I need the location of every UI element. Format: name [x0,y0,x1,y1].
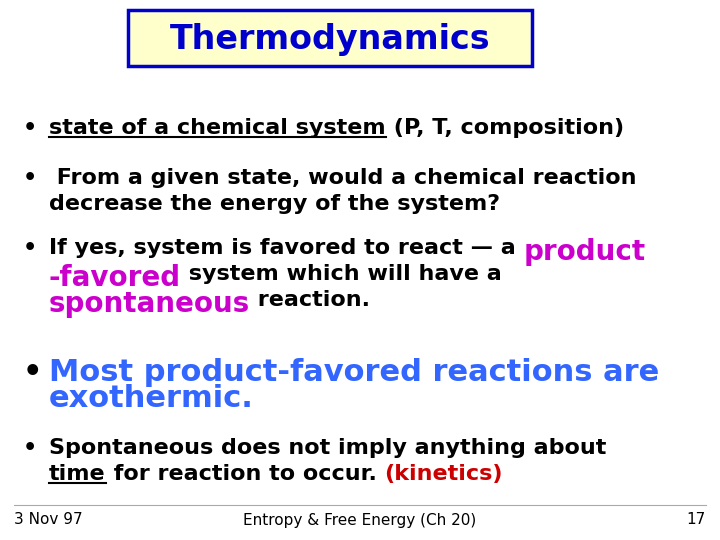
Text: reaction.: reaction. [251,290,370,310]
Text: 3 Nov 97: 3 Nov 97 [14,512,83,528]
Text: Most product-favored reactions are: Most product-favored reactions are [49,358,660,387]
Text: time: time [49,464,106,484]
Text: •: • [23,238,37,258]
Text: •: • [23,438,37,458]
Text: Spontaneous does not imply anything about: Spontaneous does not imply anything abou… [49,438,606,458]
Text: •: • [23,168,37,188]
Text: •: • [23,358,42,387]
Text: If yes, system is favored to react — a: If yes, system is favored to react — a [49,238,523,258]
Text: for reaction to occur.: for reaction to occur. [106,464,384,484]
Text: Thermodynamics: Thermodynamics [170,24,490,57]
Text: -favored: -favored [49,264,181,292]
Text: exothermic.: exothermic. [49,384,254,413]
FancyBboxPatch shape [128,10,532,66]
Text: product: product [523,238,646,266]
Text: spontaneous: spontaneous [49,290,251,318]
Text: decrease the energy of the system?: decrease the energy of the system? [49,194,500,214]
Text: From a given state, would a chemical reaction: From a given state, would a chemical rea… [49,168,636,188]
Text: state of a chemical system: state of a chemical system [49,118,386,138]
Text: Entropy & Free Energy (Ch 20): Entropy & Free Energy (Ch 20) [243,512,477,528]
Text: system which will have a: system which will have a [181,264,502,284]
Text: 17: 17 [687,512,706,528]
Text: •: • [23,118,37,138]
Text: (P, T, composition): (P, T, composition) [386,118,624,138]
Text: (kinetics): (kinetics) [384,464,503,484]
